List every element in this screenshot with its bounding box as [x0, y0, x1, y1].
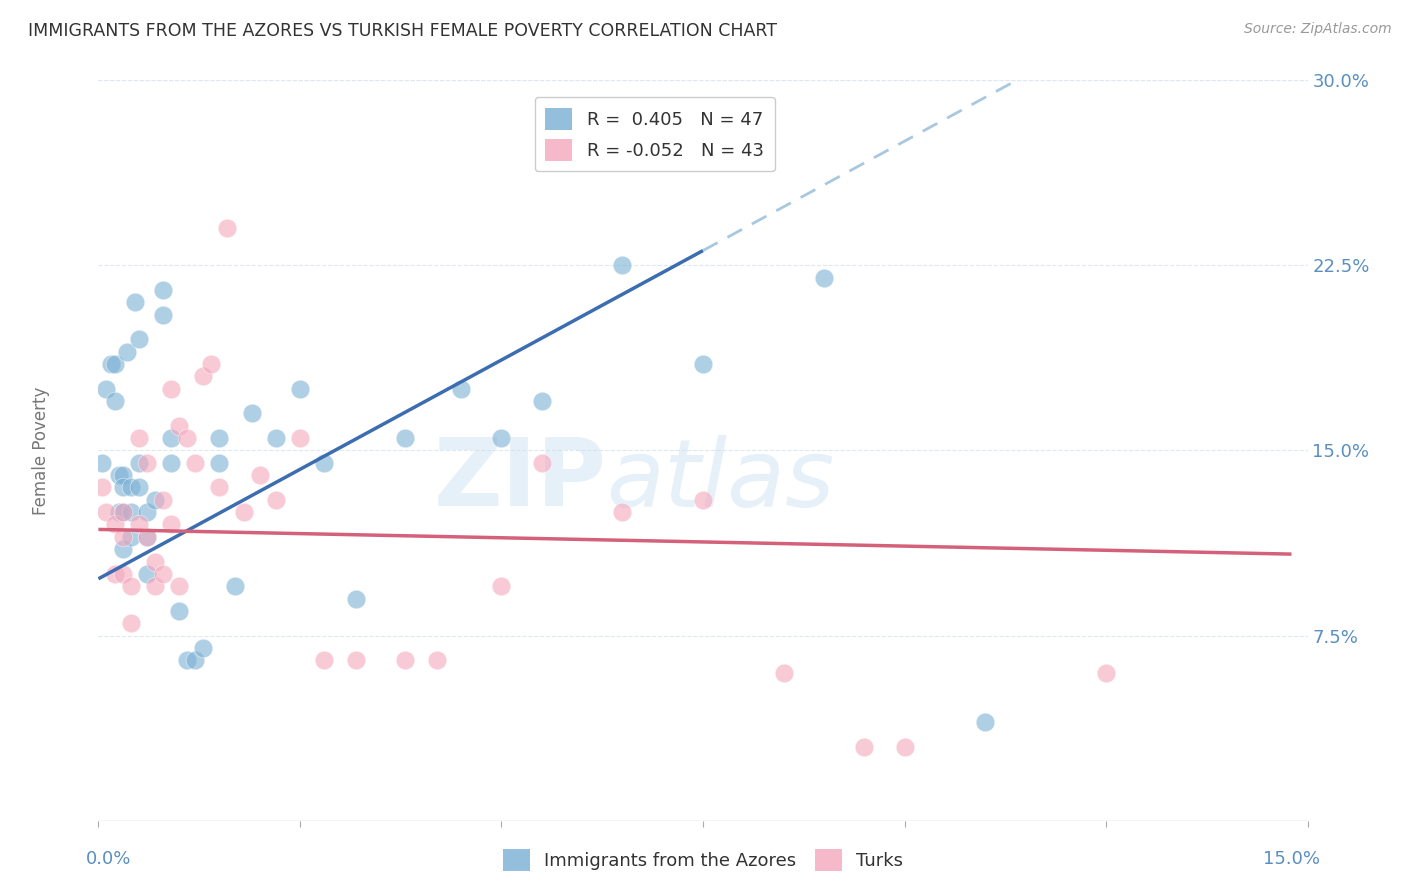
Point: [813, 270, 835, 285]
Legend: Immigrants from the Azores, Turks: Immigrants from the Azores, Turks: [496, 842, 910, 879]
Point: [96, 505, 118, 519]
Point: [240, 407, 263, 421]
Point: [128, 480, 150, 494]
Point: [120, 579, 142, 593]
Point: [264, 492, 287, 507]
Point: [111, 468, 134, 483]
Point: [394, 431, 416, 445]
Point: [193, 640, 215, 655]
Text: IMMIGRANTS FROM THE AZORES VS TURKISH FEMALE POVERTY CORRELATION CHART: IMMIGRANTS FROM THE AZORES VS TURKISH FE…: [28, 22, 778, 40]
Point: [160, 456, 183, 470]
Point: [288, 431, 311, 445]
Point: [120, 530, 142, 544]
Text: 0.0%: 0.0%: [86, 850, 132, 868]
Point: [91, 456, 114, 470]
Point: [120, 616, 142, 631]
Point: [232, 505, 254, 519]
Point: [128, 456, 150, 470]
Point: [853, 739, 876, 754]
Point: [135, 530, 157, 544]
Point: [288, 382, 311, 396]
Point: [128, 517, 150, 532]
Point: [152, 566, 174, 581]
Point: [167, 579, 190, 593]
Point: [103, 517, 125, 532]
Point: [143, 555, 166, 569]
Text: 15.0%: 15.0%: [1263, 850, 1320, 868]
Point: [111, 480, 134, 494]
Point: [344, 591, 367, 606]
Point: [120, 505, 142, 519]
Point: [120, 480, 142, 494]
Point: [128, 332, 150, 346]
Point: [249, 468, 271, 483]
Point: [160, 431, 183, 445]
Point: [111, 505, 134, 519]
Point: [208, 456, 231, 470]
Point: [184, 653, 207, 667]
Point: [152, 492, 174, 507]
Point: [143, 492, 166, 507]
Point: [167, 418, 190, 433]
Point: [1095, 665, 1118, 680]
Point: [344, 653, 367, 667]
Point: [160, 382, 183, 396]
Point: [193, 369, 215, 384]
Text: Source: ZipAtlas.com: Source: ZipAtlas.com: [1244, 22, 1392, 37]
Point: [115, 344, 138, 359]
Point: [111, 566, 134, 581]
Point: [612, 258, 634, 272]
Point: [100, 357, 122, 371]
Point: [772, 665, 794, 680]
Point: [530, 394, 553, 409]
Point: [167, 604, 190, 618]
Text: atlas: atlas: [606, 434, 835, 525]
Point: [143, 579, 166, 593]
Point: [96, 382, 118, 396]
Point: [135, 566, 157, 581]
Point: [491, 579, 513, 593]
Point: [692, 492, 714, 507]
Point: [893, 739, 915, 754]
Point: [426, 653, 449, 667]
Point: [530, 456, 553, 470]
Point: [217, 221, 239, 235]
Point: [152, 308, 174, 322]
Point: [394, 653, 416, 667]
Point: [107, 505, 129, 519]
Point: [176, 653, 198, 667]
Point: [103, 357, 125, 371]
Point: [160, 517, 183, 532]
Legend: R =  0.405   N = 47, R = -0.052   N = 43: R = 0.405 N = 47, R = -0.052 N = 43: [534, 96, 775, 171]
Point: [692, 357, 714, 371]
Point: [184, 456, 207, 470]
Y-axis label: Female Poverty: Female Poverty: [32, 386, 51, 515]
Point: [200, 357, 222, 371]
Point: [224, 579, 246, 593]
Point: [314, 456, 336, 470]
Point: [135, 505, 157, 519]
Point: [152, 283, 174, 297]
Point: [176, 431, 198, 445]
Point: [111, 530, 134, 544]
Point: [91, 480, 114, 494]
Point: [124, 295, 146, 310]
Point: [103, 566, 125, 581]
Point: [135, 530, 157, 544]
Point: [128, 431, 150, 445]
Point: [135, 456, 157, 470]
Text: ZIP: ZIP: [433, 434, 606, 526]
Point: [103, 394, 125, 409]
Point: [491, 431, 513, 445]
Point: [974, 714, 997, 729]
Point: [111, 505, 134, 519]
Point: [111, 542, 134, 557]
Point: [208, 480, 231, 494]
Point: [612, 505, 634, 519]
Point: [264, 431, 287, 445]
Point: [107, 468, 129, 483]
Point: [314, 653, 336, 667]
Point: [450, 382, 472, 396]
Point: [208, 431, 231, 445]
